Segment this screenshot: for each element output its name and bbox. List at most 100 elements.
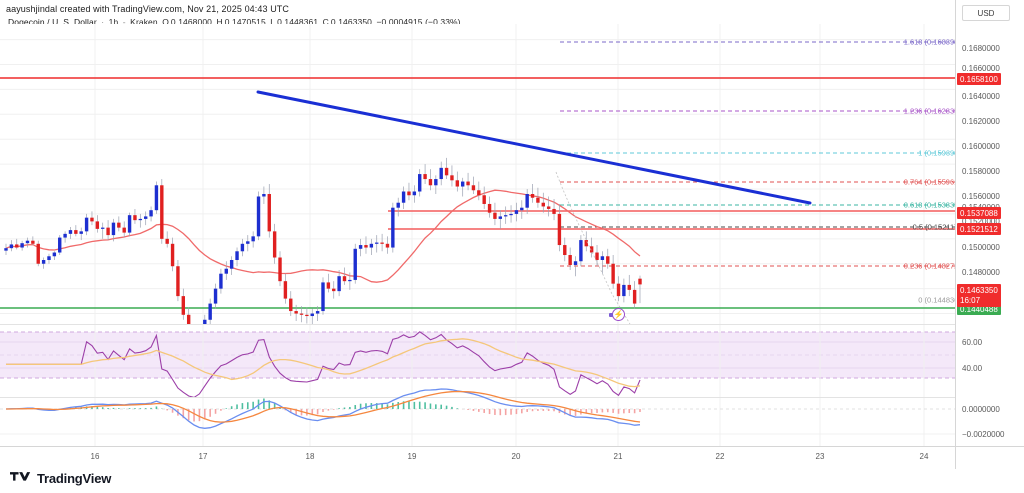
price-tick: 0.1620000 [962,117,1000,126]
candle-body [294,311,298,314]
price-level-badge[interactable]: 0.1537088 [957,207,1001,219]
tradingview-wordmark: TradingView [37,471,112,486]
candle-body [101,227,105,229]
last-price-badge[interactable]: 0.1463350 16:07 [957,284,1001,307]
price-level-badge[interactable]: 0.1658100 [957,73,1001,85]
candlestick [95,215,100,233]
candle-body [20,243,24,248]
candlestick [299,306,304,323]
candle-body [546,206,551,209]
legend-exchange[interactable]: Kraken [130,17,158,27]
candle-body [595,252,599,260]
pane-divider-2 [0,397,955,398]
candle-body [176,266,180,297]
candle-body [106,227,110,236]
candlestick [455,171,460,192]
price-level-badge[interactable]: 0.1521512 [957,223,1001,235]
candlestick [541,192,545,213]
candlestick [74,225,78,237]
tradingview-logo: TradingView [10,471,111,486]
candle-body [493,212,497,219]
price-tick: 0.1480000 [962,268,1000,277]
candle-body [541,202,545,207]
candlestick [111,218,116,242]
candlestick [68,227,73,239]
rsi-plot [0,325,955,398]
price-tick: 0.1680000 [962,44,1000,53]
candle-body [514,210,519,214]
candle-body [407,191,411,196]
candle-body [84,217,89,232]
candle-body [589,246,594,253]
candle-body [568,255,572,265]
candle-body [332,288,336,292]
candle-body [256,196,261,237]
candlestick [579,235,583,267]
legend-change: −0.0004915 (−0.33%) [376,17,461,27]
candle-body [63,233,67,238]
candlestick [342,267,347,285]
candlestick [407,182,411,201]
candle-body [213,288,218,304]
candle-body [321,282,325,312]
candlestick [170,237,175,272]
candlestick [622,278,626,303]
tradingview-mark-icon [10,472,31,481]
rsi-ma-line [6,338,641,388]
price-tick: 0.1600000 [962,142,1000,151]
candle-body [133,215,137,221]
candle-body [557,213,562,246]
candlestick [353,243,357,284]
candle-body [579,240,583,262]
candle-body [283,281,288,299]
candle-body [31,240,35,244]
candlestick [536,187,540,208]
legend-symbol[interactable]: Dogecoin / U. S. Dollar [8,17,97,27]
descending-trendline[interactable] [256,90,812,205]
legend-low-label: L [270,17,276,27]
candle-body [278,257,282,282]
candlestick [358,238,363,257]
time-tick: 18 [305,452,315,461]
legend-interval[interactable]: 1h [108,17,119,27]
price-axis[interactable]: USD 0.1680000 0.1660000 0.1640000 0.1620000… [955,0,1024,446]
candlestick [460,177,465,197]
candlestick [563,237,567,262]
price-tick: 0.1640000 [962,92,1000,101]
candlestick [47,253,51,264]
candlestick [595,245,599,267]
candlestick [326,273,331,293]
candle-body [530,194,535,198]
candlestick [149,206,153,222]
candlestick [509,205,513,223]
candlestick [101,222,105,239]
candle-body [434,179,438,186]
candlestick [423,164,427,185]
candle-body [509,213,513,216]
candle-body [138,218,143,221]
legend-low-value: 0.1448361 [277,17,319,27]
rsi-pane[interactable] [0,325,955,398]
candle-body [74,230,78,234]
time-tick: 17 [198,452,208,461]
oscillator-tick: 0.0000000 [962,405,1000,414]
macd-pane[interactable] [0,388,955,446]
candle-body [267,194,271,232]
price-tick: 0.1660000 [962,64,1000,73]
candlestick [52,251,57,260]
candle-body [160,185,164,239]
candlestick [127,212,132,237]
candle-body [47,256,51,260]
time-tick: 24 [919,452,929,461]
candle-body [208,303,212,320]
time-axis[interactable]: 16 17 18 19 20 21 22 23 24 [0,446,1024,469]
candle-body [229,260,234,269]
price-pane[interactable] [0,24,955,351]
candle-body [246,241,250,244]
candle-body [95,221,100,229]
candle-body [117,222,121,228]
macd-signal-line [6,390,641,423]
time-tick: 19 [407,452,417,461]
candlestick [165,231,169,248]
